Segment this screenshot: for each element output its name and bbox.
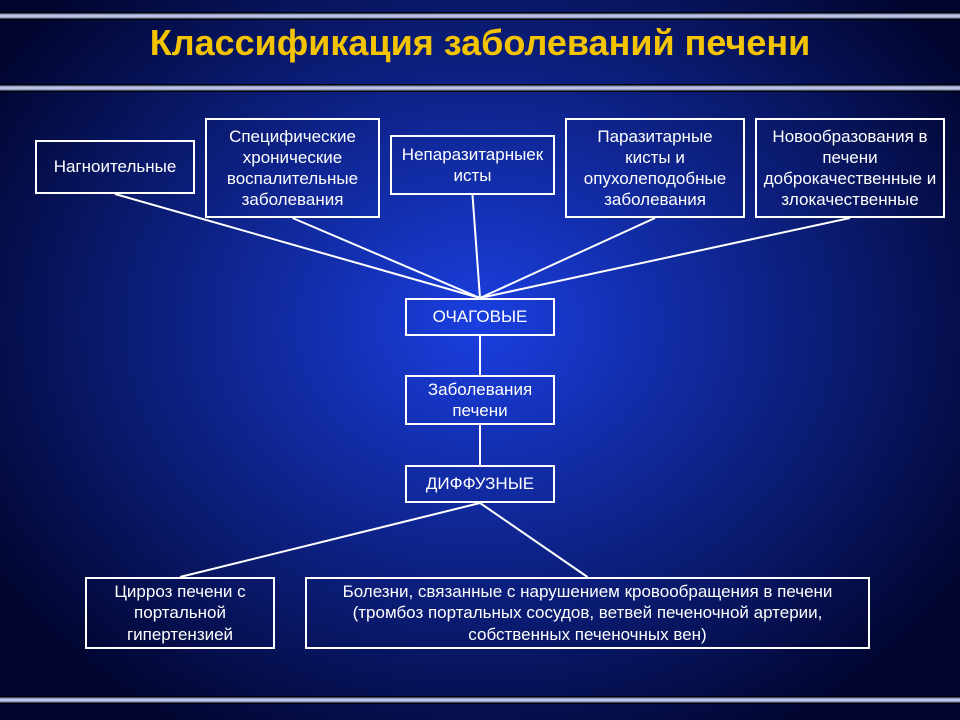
node-liver-diseases: Заболевания печени bbox=[405, 375, 555, 425]
slide-title: Классификация заболеваний печени bbox=[0, 22, 960, 64]
decor-bar-mid bbox=[0, 84, 960, 92]
node-diffuse: ДИФФУЗНЫЕ bbox=[405, 465, 555, 503]
node-specific-chronic: Специфические хронические воспалительные… bbox=[205, 118, 380, 218]
slide-stage: Классификация заболеваний печени Нагноит… bbox=[0, 0, 960, 720]
node-focal: ОЧАГОВЫЕ bbox=[405, 298, 555, 336]
node-circulation: Болезни, связанные с нарушением кровообр… bbox=[305, 577, 870, 649]
node-neoplasms: Новообразования в печени доброкачественн… bbox=[755, 118, 945, 218]
node-suppurative: Нагноительные bbox=[35, 140, 195, 194]
decor-bar-bottom bbox=[0, 696, 960, 704]
node-nonparasitic-cysts: Непаразитарныек исты bbox=[390, 135, 555, 195]
node-cirrhosis: Цирроз печени с портальной гипертензией bbox=[85, 577, 275, 649]
node-parasitic-cysts: Паразитарные кисты и опухолеподобные заб… bbox=[565, 118, 745, 218]
decor-bar-top bbox=[0, 12, 960, 20]
